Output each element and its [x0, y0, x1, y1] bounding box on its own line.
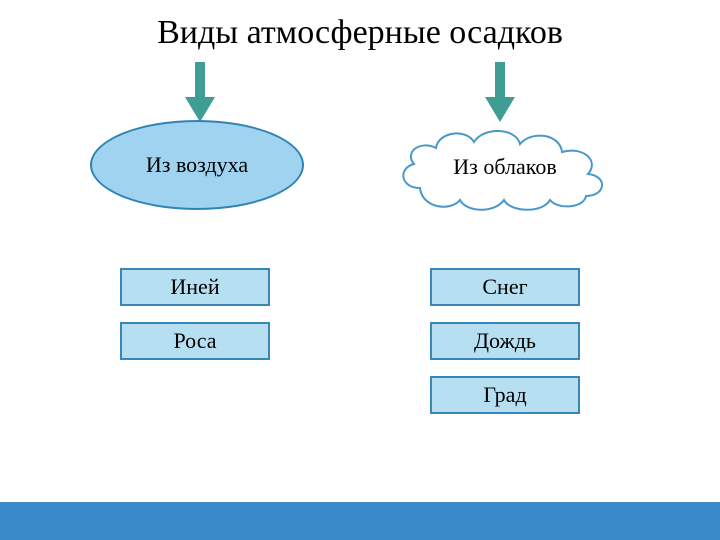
- box-snow: Снег: [430, 268, 580, 306]
- footer-bar: [0, 502, 720, 540]
- box-frost: Иней: [120, 268, 270, 306]
- box-rain-label: Дождь: [474, 328, 536, 354]
- box-snow-label: Снег: [482, 274, 527, 300]
- box-dew-label: Роса: [173, 328, 216, 354]
- box-frost-label: Иней: [170, 274, 219, 300]
- arrow-down-right: [485, 62, 515, 122]
- box-rain: Дождь: [430, 322, 580, 360]
- arrow-down-left: [185, 62, 215, 122]
- node-from-air: Из воздуха: [90, 120, 304, 210]
- node-from-air-label: Из воздуха: [146, 152, 248, 178]
- node-from-clouds: Из облаков: [390, 118, 620, 216]
- box-dew: Роса: [120, 322, 270, 360]
- node-from-clouds-label: Из облаков: [453, 154, 556, 180]
- page-title: Виды атмосферные осадков: [0, 14, 720, 52]
- box-hail: Град: [430, 376, 580, 414]
- box-hail-label: Град: [483, 382, 526, 408]
